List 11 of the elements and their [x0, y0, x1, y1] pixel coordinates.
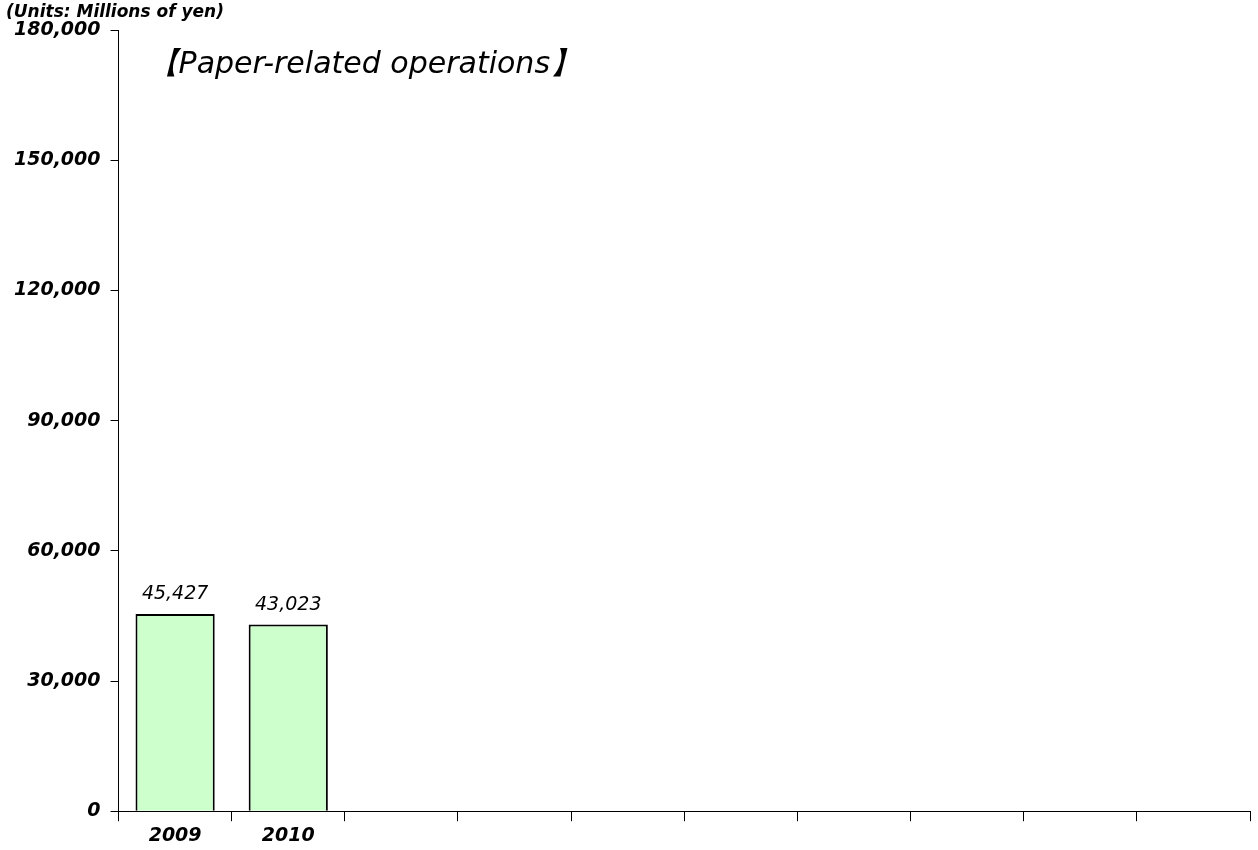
x-tick-label: 2009 — [148, 822, 202, 845]
y-tick-label: 30,000 — [27, 667, 101, 690]
data-label: 43,023 — [255, 591, 322, 614]
y-tick-label: 0 — [87, 798, 101, 821]
text: 【Paper-related operations】 — [148, 44, 581, 80]
y-tick-label: 90,000 — [27, 407, 101, 430]
y-tick-label: 60,000 — [27, 537, 101, 560]
y-tick-label: 120,000 — [13, 277, 101, 300]
x-tick-label: 2010 — [261, 822, 315, 845]
data-label: 45,427 — [141, 581, 209, 604]
y-tick-label: 150,000 — [13, 147, 101, 170]
